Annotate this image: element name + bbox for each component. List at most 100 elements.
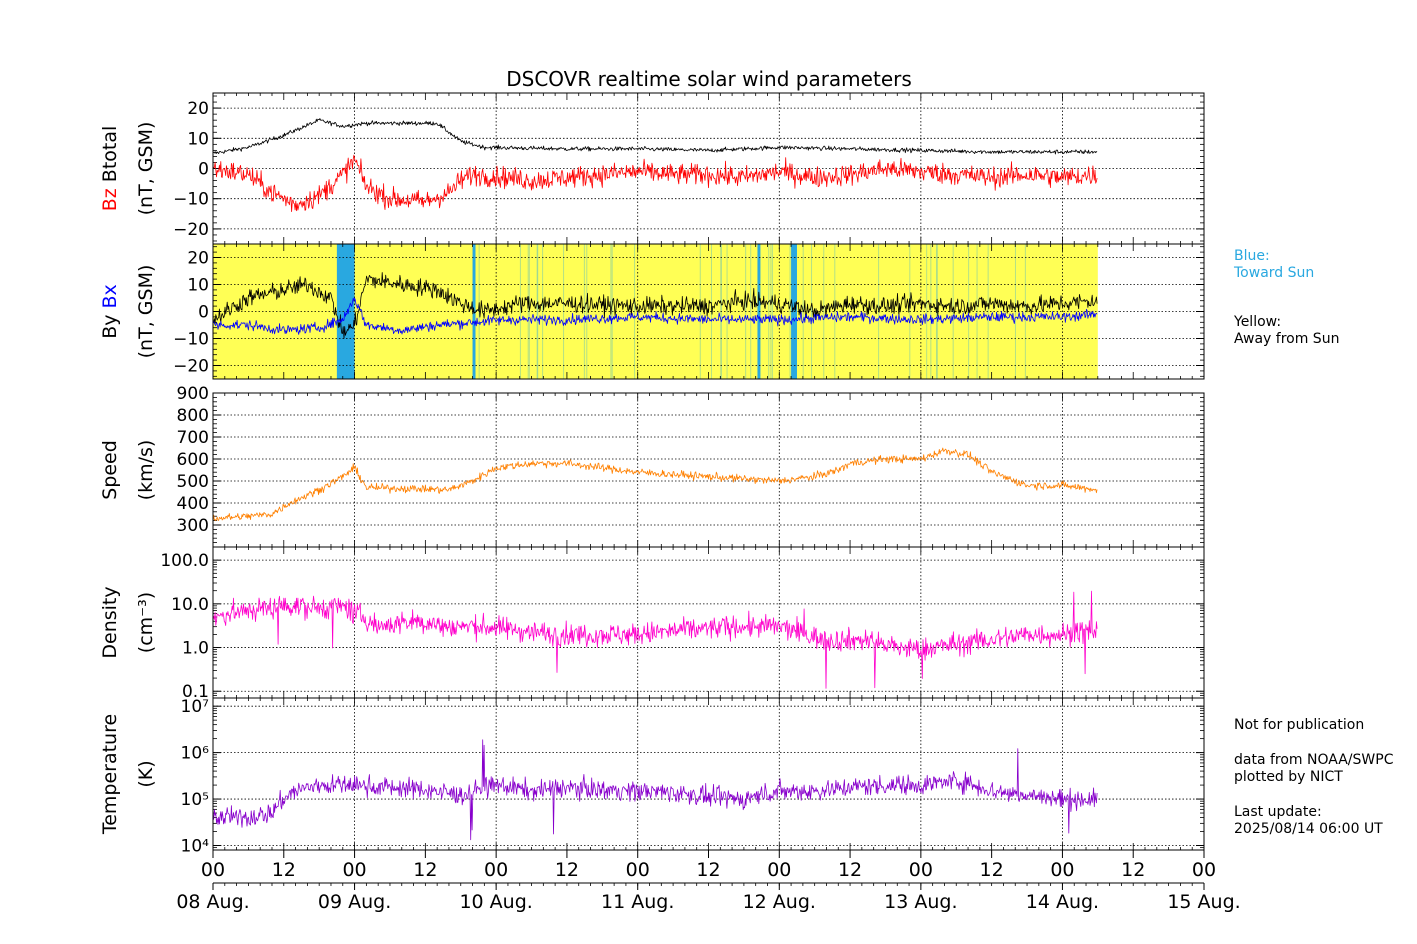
y-tick-label: 10 [187, 276, 209, 296]
y-tick-label: 20 [187, 249, 209, 269]
y-axis-label: Temperature [99, 714, 121, 835]
x-tick-label: 12 [838, 859, 862, 881]
toward-sun-band [834, 244, 836, 379]
toward-sun-band [823, 244, 825, 379]
y-tick-label: −20 [173, 220, 209, 240]
toward-sun-band [987, 244, 989, 379]
date-label: 13 Aug. [884, 891, 957, 913]
toward-sun-band [586, 244, 588, 379]
y-tick-label: 0 [198, 303, 209, 323]
toward-sun-band [634, 244, 636, 379]
y-tick-label: 20 [187, 99, 209, 119]
y-tick-label: 0 [198, 160, 209, 180]
last-update-label: Last update: [1234, 804, 1322, 820]
x-tick-label: 12 [1121, 859, 1145, 881]
panel-frame [212, 243, 1205, 380]
y-axis-label-part: Btotal [99, 126, 121, 189]
y-axis-label: Bz Btotal [99, 126, 121, 212]
y-axis-unit-label: (nT, GSM) [135, 122, 157, 216]
toward-sun-band [926, 244, 928, 379]
panel-frame [212, 697, 1205, 851]
last-update-value: 2025/08/14 06:00 UT [1234, 821, 1383, 837]
date-label: 15 Aug. [1167, 891, 1240, 913]
toward-sun-band [726, 244, 728, 379]
x-axis: 00 12 00 12 00 12 00 12 00 12 00 12 00 12 00 08 Aug. 09 … [176, 850, 1241, 913]
y-tick-label: 900 [177, 384, 209, 404]
series-btotal [212, 118, 1098, 155]
panel-magnetic_total: −20 −10 0 10 20 Bz Btotal (nT, GSM) [99, 92, 1205, 245]
y-tick-label: 700 [177, 428, 209, 448]
y-tick-label: −20 [173, 357, 209, 377]
y-tick-label: 400 [177, 494, 209, 514]
away-from-sun-label: Yellow: [1234, 314, 1282, 330]
y-tick-label: 800 [177, 406, 209, 426]
panel-magnetic_xy: −20 −10 0 10 20 By Bx (nT, GSM) [99, 243, 1205, 380]
y-axis-label: By Bx [99, 284, 121, 339]
y-axis-label: Density [99, 586, 121, 658]
y-tick-label: 600 [177, 450, 209, 470]
toward-sun-text: Toward Sun [1234, 265, 1315, 281]
x-tick-label: 12 [555, 859, 579, 881]
date-label: 14 Aug. [1026, 891, 1099, 913]
date-label: 11 Aug. [601, 891, 674, 913]
y-axis-label-part: Bz [99, 188, 121, 211]
toward-sun-band [757, 244, 761, 379]
panel-temperature: 10⁴ 10⁵ 10⁶ 10⁷ Temperature (K) [99, 697, 1205, 856]
panel-density: 0.1 1.0 10.0 100.0 Density (cm⁻³) [99, 546, 1205, 702]
y-tick-label: 10⁶ [181, 744, 210, 764]
x-tick-label: 00 [342, 859, 366, 881]
x-tick-label: 00 [1192, 859, 1216, 881]
x-tick-label: 00 [767, 859, 791, 881]
y-axis-label-part: By [99, 315, 121, 339]
x-tick-label: 12 [413, 859, 437, 881]
y-tick-label: 10.0 [171, 595, 209, 615]
toward-sun-band [537, 244, 539, 379]
y-tick-label: 300 [177, 516, 209, 536]
y-tick-label: 10⁴ [181, 836, 210, 856]
x-tick-label: 00 [201, 859, 225, 881]
plotted-by-note: plotted by NICT [1234, 769, 1343, 785]
y-tick-label: 1.0 [182, 639, 209, 659]
y-tick-label: 500 [177, 472, 209, 492]
y-tick-label: −10 [173, 330, 209, 350]
x-tick-label: 12 [980, 859, 1004, 881]
y-axis-label-part: Bx [99, 284, 121, 314]
date-label: 09 Aug. [318, 891, 391, 913]
y-axis-unit-label: (nT, GSM) [135, 265, 157, 359]
toward-sun-band [771, 244, 773, 379]
date-label: 10 Aug. [459, 891, 532, 913]
date-label: 12 Aug. [743, 891, 816, 913]
y-tick-label: −10 [173, 190, 209, 210]
y-tick-label: 100.0 [160, 551, 209, 571]
x-tick-label: 00 [1050, 859, 1074, 881]
series-density [212, 590, 1098, 689]
y-axis-unit-label: (km/s) [135, 440, 157, 501]
x-tick-label: 12 [272, 859, 296, 881]
panel-frame [212, 546, 1205, 699]
toward-sun-band [768, 244, 770, 379]
away-from-sun-text: Away from Sun [1234, 331, 1340, 347]
series-bz [212, 154, 1098, 212]
x-tick-label: 00 [909, 859, 933, 881]
chart-panels: −20 −10 0 10 20 Bz Btotal (nT, GSM) −20 −10 0 10 20… [99, 92, 1205, 856]
x-tick-label: 12 [696, 859, 720, 881]
panel-frame [212, 392, 1205, 548]
toward-sun-band [789, 244, 791, 379]
x-tick-label: 00 [626, 859, 650, 881]
y-tick-label: 0.1 [182, 682, 209, 702]
toward-sun-band [336, 244, 355, 379]
y-tick-label: 10⁵ [181, 790, 209, 810]
date-label: 08 Aug. [176, 891, 249, 913]
series-temperature [212, 739, 1098, 841]
series-bx [212, 297, 1098, 335]
toward-sun-band [750, 244, 752, 379]
not-for-publication-note: Not for publication [1234, 717, 1365, 733]
toward-sun-band [536, 244, 538, 379]
y-axis-unit-label: (K) [135, 760, 157, 787]
toward-sun-label: Blue: [1234, 248, 1270, 264]
chart-title: DSCOVR realtime solar wind parameters [506, 67, 912, 91]
x-tick-label: 00 [484, 859, 508, 881]
toward-sun-band [952, 244, 954, 379]
